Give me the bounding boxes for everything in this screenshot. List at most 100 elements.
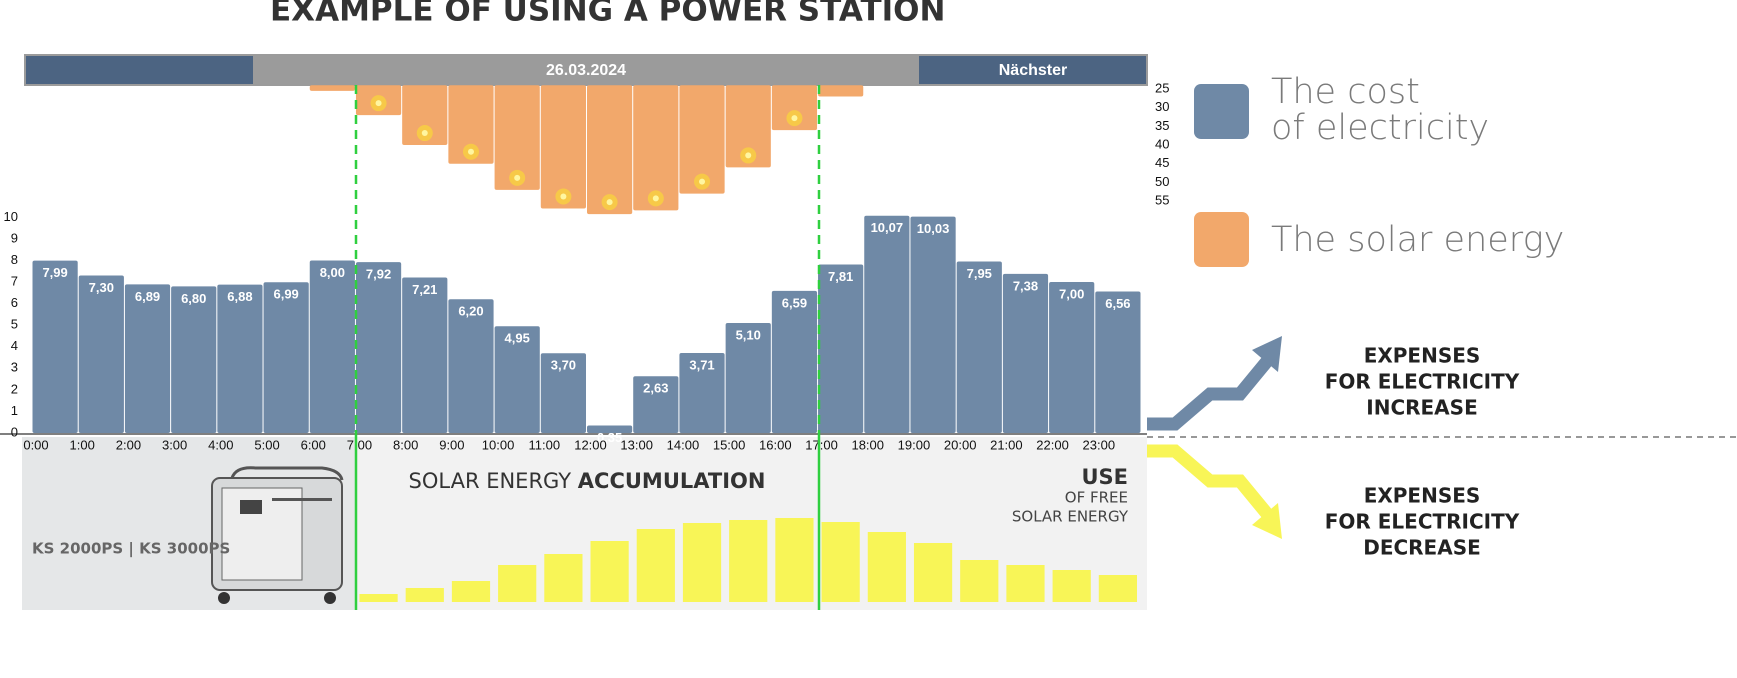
bar [498, 565, 537, 602]
nav-date: 26.03.2024 [546, 62, 626, 79]
y-tick-label: 2 [11, 381, 18, 396]
bar [821, 522, 860, 602]
value-label: 0,35 [597, 430, 622, 445]
value-label: 7,81 [828, 269, 853, 284]
arrow-up-head [1252, 336, 1282, 372]
x-tick-label: 16:00 [759, 437, 792, 452]
value-label: 7,95 [967, 266, 992, 281]
value-label: 10,07 [871, 220, 904, 235]
expenses-text: DECREASE [1363, 536, 1481, 560]
x-tick-label: 11:00 [529, 437, 561, 452]
y-tick-label: 6 [11, 295, 18, 310]
bar [494, 326, 540, 433]
bar [864, 215, 910, 433]
bar [913, 543, 953, 602]
bar [124, 284, 171, 433]
expenses-text: EXPENSES [1364, 484, 1481, 508]
x-tick-label: 18:00 [851, 437, 884, 452]
value-label: 7,99 [42, 265, 67, 280]
x-tick-label: 21:00 [990, 437, 1023, 452]
use-line: OF FREE [1065, 489, 1128, 507]
bar [402, 277, 448, 433]
arrow-down [1147, 444, 1274, 520]
bar [775, 518, 814, 602]
x-tick-label: 17:00 [805, 437, 838, 452]
bar [679, 352, 725, 433]
y-tick-label: 55 [1155, 192, 1169, 207]
bar [867, 532, 906, 602]
y-tick-label: 25 [1155, 80, 1169, 95]
value-label: 2,63 [643, 381, 668, 396]
value-label: 5,10 [736, 327, 761, 342]
use-title: USE [1081, 465, 1128, 489]
bar [818, 264, 864, 433]
sun-core [745, 152, 752, 159]
sun-core [375, 100, 382, 107]
value-label: 3,71 [689, 357, 714, 372]
x-tick-label: 15:00 [713, 437, 746, 452]
product-image [211, 466, 344, 604]
bar [451, 581, 491, 602]
legend-swatch [1194, 212, 1249, 267]
y-tick-label: 10 [4, 209, 18, 224]
accumulation-emphasis: ACCUMULATION [578, 469, 766, 493]
x-tick-label: 3:00 [162, 437, 187, 452]
value-label: 7,00 [1059, 286, 1084, 301]
x-tick-label: 20:00 [944, 437, 977, 452]
value-label: 3,70 [551, 358, 576, 373]
accumulation-label: SOLAR ENERGY ACCUMULATION [409, 469, 766, 493]
x-tick-label: 13:00 [620, 437, 653, 452]
x-tick-label: 10:00 [482, 437, 515, 452]
bar [78, 275, 124, 433]
sun-core [652, 195, 659, 202]
nav-next-label[interactable]: Nächster [999, 62, 1067, 79]
product-name: KS 2000PS | KS 3000PS [32, 540, 230, 559]
x-tick-label: 4:00 [208, 437, 233, 452]
bar [355, 262, 402, 433]
nav-prev[interactable] [26, 56, 253, 84]
expenses-text: EXPENSES [1364, 344, 1481, 368]
bar [494, 85, 540, 190]
value-label: 7,92 [366, 267, 391, 282]
bar [1049, 282, 1095, 433]
bar [544, 554, 583, 602]
legend-swatch [1194, 84, 1249, 139]
bar [1002, 273, 1049, 433]
value-label: 6,59 [782, 295, 807, 310]
value-label: 7,21 [412, 282, 437, 297]
x-tick-label: 9:00 [439, 437, 464, 452]
bar [636, 529, 675, 602]
bar [1052, 570, 1091, 602]
sun-core [514, 174, 521, 181]
x-tick-label: 7:00 [347, 437, 372, 452]
bar [633, 376, 679, 433]
bar [405, 588, 444, 602]
y-tick-label: 7 [11, 273, 18, 288]
value-label: 7,38 [1013, 278, 1038, 293]
value-label: 8,00 [320, 265, 345, 280]
y-tick-label: 30 [1155, 99, 1169, 114]
bar [729, 520, 768, 602]
x-tick-label: 1:00 [70, 437, 95, 452]
sun-core [560, 193, 567, 200]
sun-core [699, 178, 706, 185]
x-tick-label: 12:00 [574, 437, 607, 452]
value-label: 4,95 [505, 331, 530, 346]
y-tick-label: 5 [11, 317, 18, 332]
bar [540, 85, 586, 209]
y-tick-label: 1 [11, 403, 18, 418]
y-tick-label: 9 [11, 230, 18, 245]
nav-next[interactable] [919, 56, 1146, 84]
bar [1006, 565, 1045, 602]
y-tick-label: 0 [11, 424, 18, 439]
bar [682, 523, 722, 602]
bar [590, 541, 629, 602]
bar [818, 85, 864, 97]
y-tick-label: 4 [11, 338, 18, 353]
sun-core [791, 115, 798, 122]
expenses-text: FOR ELECTRICITY [1325, 510, 1520, 534]
y-tick-label: 40 [1155, 136, 1169, 151]
value-label: 6,56 [1105, 296, 1130, 311]
value-label: 6,20 [458, 304, 483, 319]
